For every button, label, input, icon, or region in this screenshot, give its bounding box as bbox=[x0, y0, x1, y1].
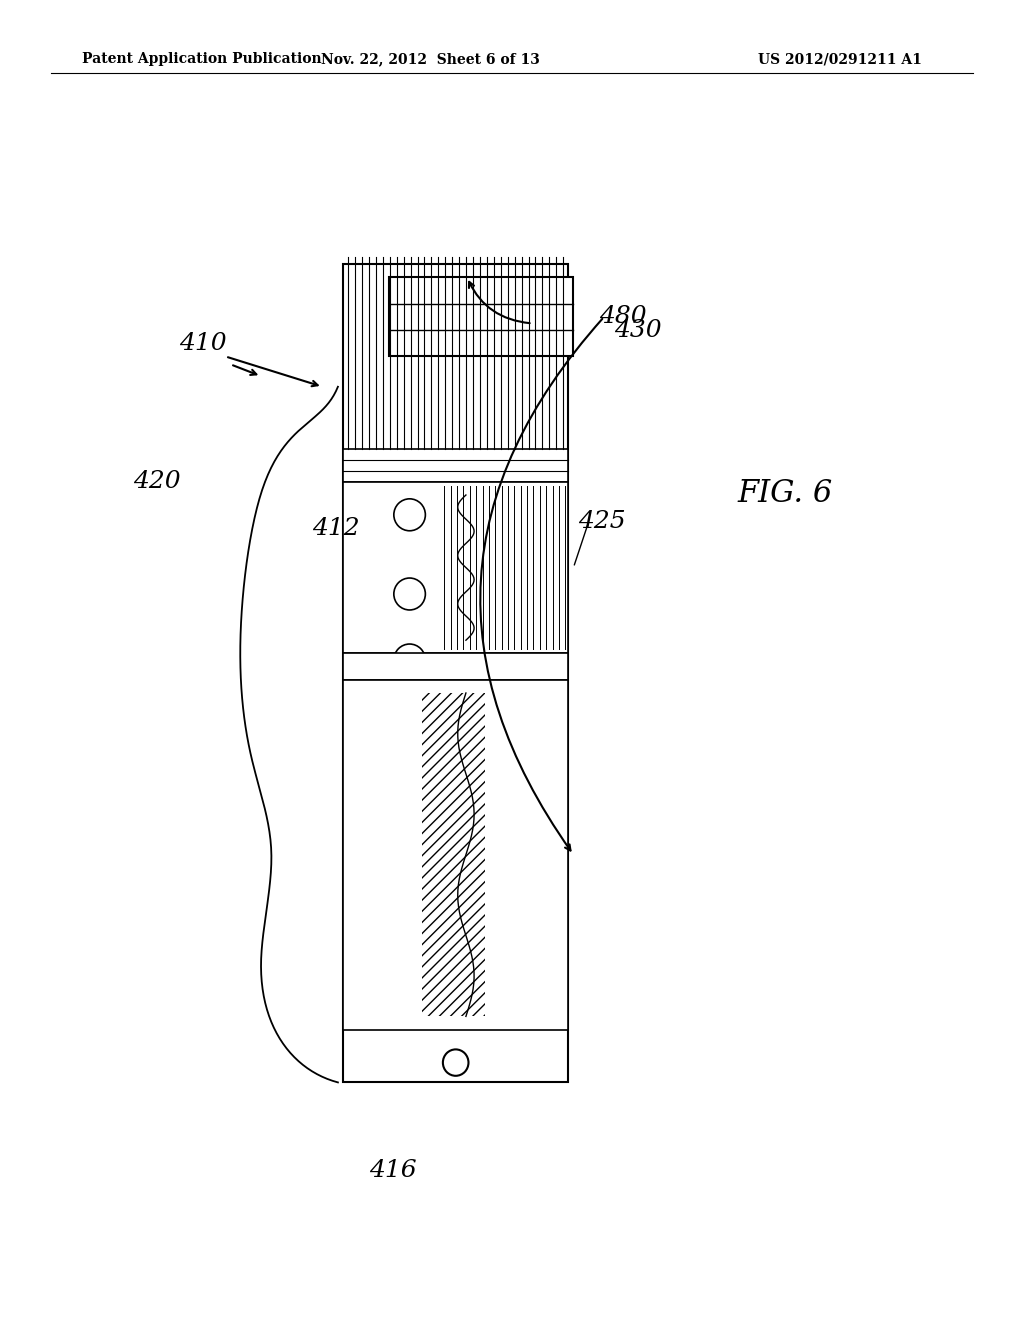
Bar bbox=[343, 653, 568, 680]
Text: FIG. 6: FIG. 6 bbox=[737, 478, 833, 508]
Bar bbox=[343, 264, 568, 1082]
Text: Nov. 22, 2012  Sheet 6 of 13: Nov. 22, 2012 Sheet 6 of 13 bbox=[321, 53, 540, 66]
Text: 410: 410 bbox=[179, 331, 227, 355]
Text: 420: 420 bbox=[133, 470, 181, 494]
Text: 425: 425 bbox=[579, 510, 627, 533]
Bar bbox=[422, 693, 485, 1016]
Ellipse shape bbox=[394, 578, 425, 610]
Bar bbox=[343, 680, 568, 1030]
Bar bbox=[343, 449, 568, 482]
Bar bbox=[343, 482, 568, 653]
Text: 480: 480 bbox=[599, 305, 647, 329]
Ellipse shape bbox=[394, 499, 425, 531]
Text: Patent Application Publication: Patent Application Publication bbox=[82, 53, 322, 66]
Text: 412: 412 bbox=[312, 516, 360, 540]
Ellipse shape bbox=[442, 1049, 469, 1076]
Text: 430: 430 bbox=[614, 318, 663, 342]
Text: 416: 416 bbox=[369, 1159, 417, 1183]
Ellipse shape bbox=[394, 644, 425, 676]
Bar bbox=[389, 277, 573, 356]
Text: US 2012/0291211 A1: US 2012/0291211 A1 bbox=[758, 53, 922, 66]
